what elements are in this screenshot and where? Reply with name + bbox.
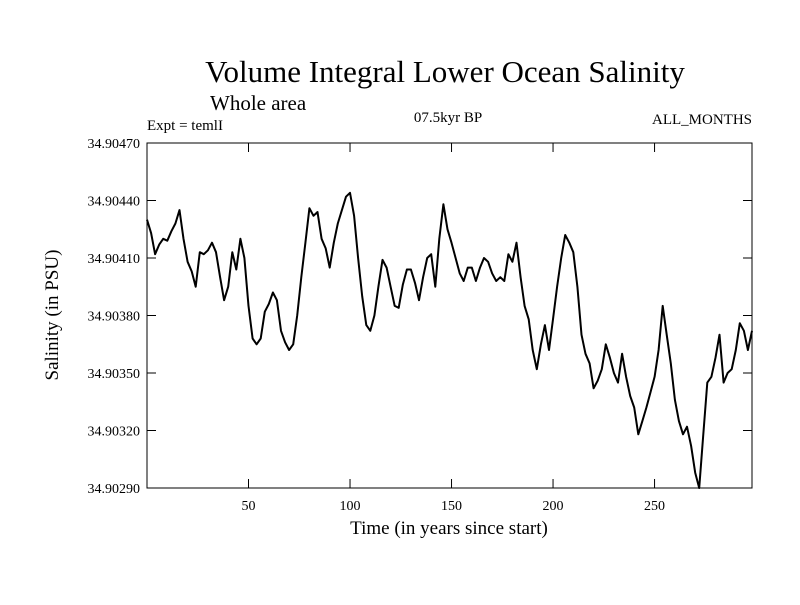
y-tick-label-0: 34.90290 <box>88 482 141 497</box>
period-label: 07.5kyr BP <box>414 110 482 126</box>
y-axis: 34.90290 34.90320 34.90350 34.90380 34.90410… <box>88 137 752 497</box>
x-tick-label-1: 100 <box>340 499 361 514</box>
y-tick-label-5: 34.90440 <box>88 195 141 210</box>
x-axis: 50 100 150 200 250 <box>242 143 665 514</box>
series-line <box>146 191 753 489</box>
expt-label: Expt = temlI <box>147 118 223 134</box>
chart-subtitle: Whole area <box>210 91 307 115</box>
y-tick-label-6: 34.90470 <box>88 137 141 152</box>
y-tick-label-4: 34.90410 <box>88 252 141 267</box>
months-label: ALL_MONTHS <box>652 112 752 128</box>
x-tick-label-2: 150 <box>441 499 462 514</box>
chart-title: Volume Integral Lower Ocean Salinity <box>205 54 685 89</box>
x-tick-label-0: 50 <box>242 499 256 514</box>
y-tick-label-2: 34.90350 <box>88 367 141 382</box>
y-axis-label: Salinity (in PSU) <box>42 250 63 381</box>
y-tick-label-1: 34.90320 <box>88 425 141 440</box>
x-tick-label-4: 250 <box>644 499 665 514</box>
y-tick-label-3: 34.90380 <box>88 310 141 325</box>
x-tick-label-3: 200 <box>543 499 564 514</box>
x-axis-label: Time (in years since start) <box>350 518 548 539</box>
